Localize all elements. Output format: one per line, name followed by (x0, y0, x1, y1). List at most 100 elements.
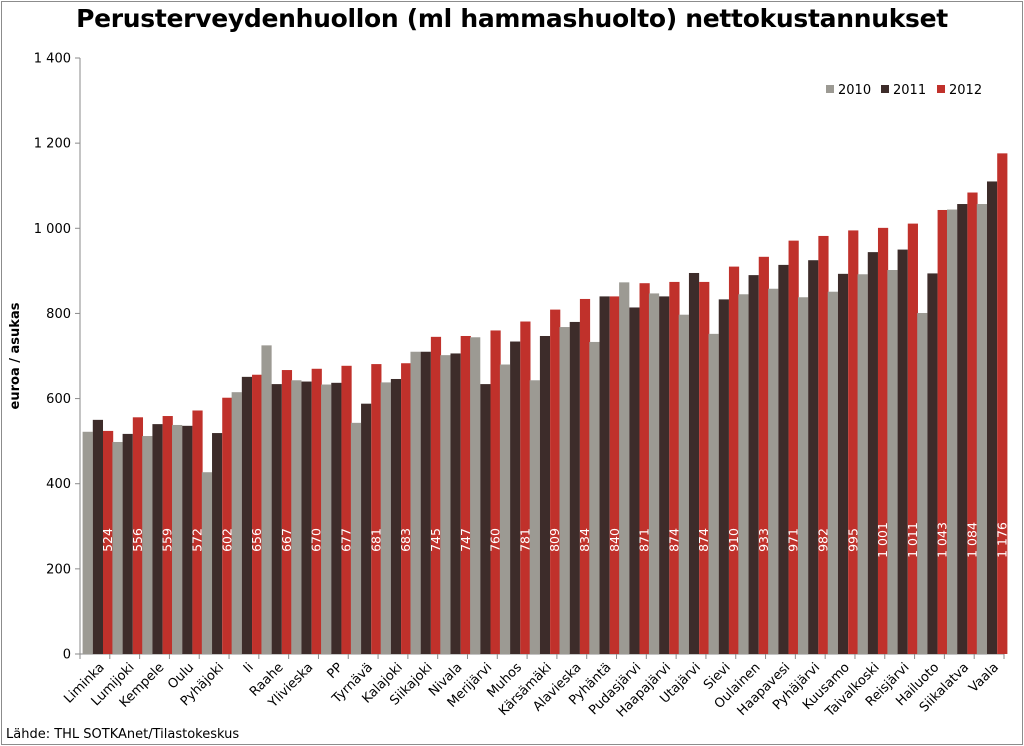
bar-2012 (520, 321, 531, 654)
y-tick-label: 800 (46, 307, 71, 322)
bar-2010 (559, 327, 570, 654)
y-tick-label: 1 000 (34, 222, 71, 237)
bar-2011 (450, 353, 461, 654)
legend-swatch-2012 (937, 85, 945, 93)
data-label: 572 (190, 528, 205, 552)
bar-2011 (271, 384, 282, 654)
y-tick-label: 400 (46, 477, 71, 492)
bar-2012 (848, 230, 859, 654)
data-label: 524 (100, 528, 115, 552)
bar-2011 (539, 335, 551, 654)
y-tick-label: 1 200 (34, 137, 71, 152)
bar-2012 (460, 335, 471, 654)
bar-2011 (390, 378, 402, 654)
bar-2010 (619, 282, 630, 654)
bar-2011 (986, 181, 998, 654)
data-label: 670 (309, 528, 324, 552)
bar-2011 (748, 275, 759, 654)
legend-label-2010: 2010 (838, 83, 871, 98)
bar-2010 (917, 313, 928, 654)
data-label: 809 (547, 528, 562, 552)
data-label: 1 176 (994, 522, 1009, 558)
data-label: 910 (726, 528, 741, 552)
bar-2010 (350, 422, 362, 654)
data-label: 874 (666, 528, 681, 552)
bar-2010 (321, 384, 332, 654)
bar-2011 (718, 299, 729, 654)
bar-2011 (778, 264, 789, 654)
bar-2011 (212, 433, 223, 654)
y-tick-label: 600 (46, 392, 71, 407)
bar-2012 (967, 192, 978, 655)
bar-2012 (252, 374, 263, 654)
bar-2011 (241, 376, 253, 654)
bar-2012 (758, 256, 769, 654)
bar-2012 (490, 330, 501, 654)
y-axis-label: euroa / asukas (8, 302, 23, 409)
bar-2012 (997, 153, 1008, 655)
bar-2012 (699, 281, 710, 654)
chart-title: Perusterveydenhuollon (ml hammashuolto) … (76, 4, 948, 33)
bar-2010 (470, 337, 481, 654)
legend-label-2012: 2012 (949, 83, 982, 98)
category-label: Vaala (966, 660, 1002, 696)
bar-2011 (659, 296, 670, 654)
bar-2011 (122, 433, 133, 654)
bar-2012 (609, 296, 620, 654)
bar-2010 (708, 333, 719, 654)
bar-2010 (261, 345, 272, 654)
bar-2011 (331, 382, 342, 654)
bar-2010 (887, 270, 898, 654)
bar-2011 (837, 273, 849, 654)
data-label: 874 (696, 528, 711, 552)
legend-swatch-2011 (881, 85, 889, 93)
bar-2012 (579, 298, 591, 654)
bar-2012 (430, 336, 442, 654)
bar-2010 (82, 431, 93, 654)
bar-2012 (103, 430, 114, 654)
bar-2011 (182, 425, 193, 654)
bar-2010 (589, 341, 600, 654)
data-label: 1 011 (905, 522, 920, 558)
data-label: 683 (398, 528, 413, 552)
data-label: 982 (815, 528, 830, 552)
bar-2010 (529, 380, 540, 654)
data-label: 971 (786, 528, 801, 552)
data-label: 667 (279, 528, 294, 552)
bar-2012 (550, 309, 561, 654)
bar-2010 (946, 209, 958, 654)
bar-2011 (152, 424, 163, 654)
bar-2011 (510, 341, 521, 654)
bar-2010 (768, 288, 779, 654)
data-label: 1 001 (875, 522, 890, 558)
data-label: 760 (488, 528, 503, 552)
bar-2012 (192, 410, 203, 654)
data-label: 681 (368, 528, 383, 552)
bar-2012 (639, 283, 650, 654)
data-label: 602 (219, 528, 234, 552)
data-label: 559 (160, 528, 175, 552)
data-label: 781 (517, 528, 532, 552)
data-label: 745 (428, 528, 443, 552)
bar-2010 (499, 364, 511, 654)
bar-2010 (201, 472, 213, 654)
bar-2012 (341, 365, 352, 654)
bar-2012 (937, 209, 948, 655)
bar-2011 (480, 384, 491, 654)
bar-2012 (401, 363, 412, 654)
bar-2011 (629, 307, 640, 654)
bar-2010 (738, 294, 749, 654)
source-note: Lähde: THL SOTKAnet/Tilastokeskus (6, 727, 240, 742)
bars-layer (82, 153, 1008, 655)
bar-2011 (957, 204, 968, 654)
data-label: 747 (458, 528, 473, 552)
bar-2011 (301, 381, 312, 654)
bar-2012 (907, 223, 918, 655)
bar-2012 (311, 368, 322, 654)
bar-2011 (92, 419, 104, 654)
bar-2010 (231, 392, 242, 654)
bar-2012 (222, 397, 233, 654)
legend: 2010 2011 2012 (826, 83, 982, 98)
bar-2010 (797, 297, 809, 654)
bar-2012 (728, 266, 740, 654)
